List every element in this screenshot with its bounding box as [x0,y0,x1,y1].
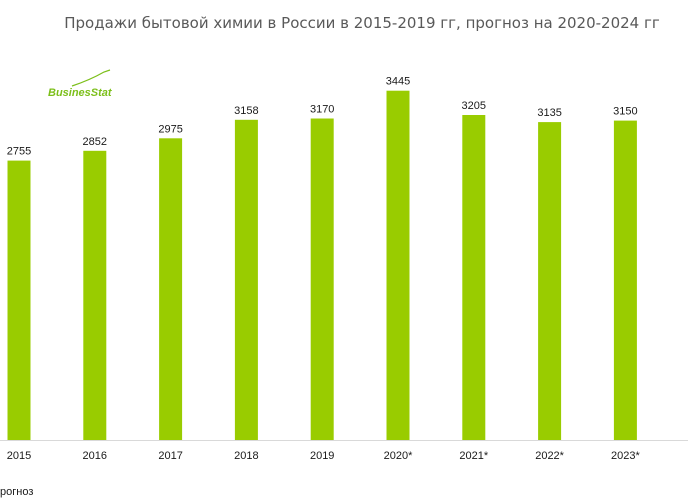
value-labels-group: 2755 2852 2975 3158 3170 3445 3205 3135 3150 [7,76,638,158]
value-label: 3158 [234,105,258,117]
x-tick-label: 2016 [83,450,107,462]
bar-2018 [234,119,258,441]
value-label: 3205 [462,100,486,112]
bar-2019 [310,118,334,440]
x-tick-label: 2020* [384,450,413,462]
value-label: 3445 [386,76,410,88]
bar-2023-forecast [613,120,637,440]
x-tick-label: 2019 [310,450,334,462]
value-label: 3170 [310,104,334,116]
x-tick-label: 2022* [535,450,564,462]
x-tick-label: 2015 [7,450,31,462]
x-tick-label: 2021* [459,450,488,462]
value-label: 2975 [158,123,182,135]
bars-group [7,90,637,441]
chart-title: Продажи бытовой химии в России в 2015-20… [64,14,660,32]
logo-text: BusinesStat [48,87,113,99]
x-tick-label: 2023* [611,450,640,462]
bar-2016 [83,150,107,441]
bar-2022-forecast [538,122,562,440]
value-label: 2755 [7,146,31,158]
bar-2021-forecast [462,115,486,440]
value-label: 2852 [83,136,107,148]
x-tick-label: 2017 [158,450,182,462]
value-label: 3135 [537,107,561,119]
businesstat-logo: BusinesStat [48,69,113,99]
bar-2017 [159,138,183,441]
value-label: 3150 [613,106,637,118]
footnote: рогноз [0,486,33,498]
x-tick-labels-group: 2015 2016 2017 2018 2019 2020* 2021* 2022* 2023* [7,450,641,462]
bar-2020-forecast [386,90,410,440]
x-tick-label: 2018 [234,450,258,462]
bar-2015 [7,160,31,440]
